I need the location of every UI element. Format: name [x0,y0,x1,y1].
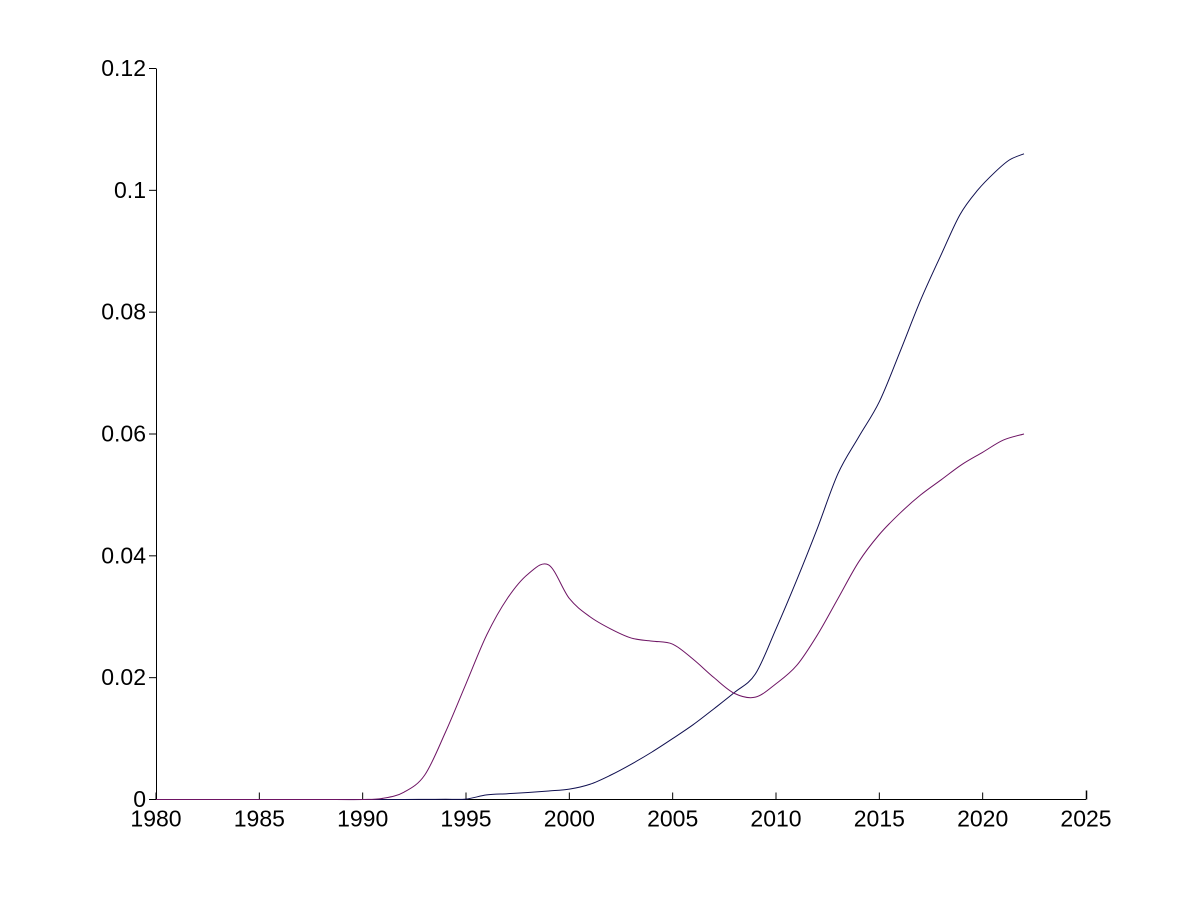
svg-text:1995: 1995 [440,806,491,832]
svg-text:2005: 2005 [647,806,698,832]
svg-text:2000: 2000 [544,806,595,832]
svg-text:1985: 1985 [234,806,285,832]
svg-text:2015: 2015 [854,806,905,832]
svg-text:0.1: 0.1 [114,177,146,203]
svg-text:0.04: 0.04 [101,542,146,568]
svg-text:2010: 2010 [750,806,801,832]
svg-text:1990: 1990 [337,806,388,832]
svg-text:0.06: 0.06 [101,421,146,447]
svg-text:0: 0 [133,786,146,812]
svg-text:0.08: 0.08 [101,299,146,325]
svg-text:0.12: 0.12 [101,55,146,81]
svg-text:2020: 2020 [957,806,1008,832]
svg-text:2025: 2025 [1060,806,1111,832]
svg-text:0.02: 0.02 [101,664,146,690]
